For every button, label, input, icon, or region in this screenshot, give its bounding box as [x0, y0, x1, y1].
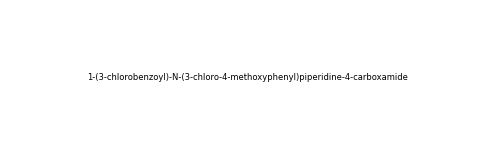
- Text: 1-(3-chlorobenzoyl)-N-(3-chloro-4-methoxyphenyl)piperidine-4-carboxamide: 1-(3-chlorobenzoyl)-N-(3-chloro-4-methox…: [88, 73, 408, 81]
